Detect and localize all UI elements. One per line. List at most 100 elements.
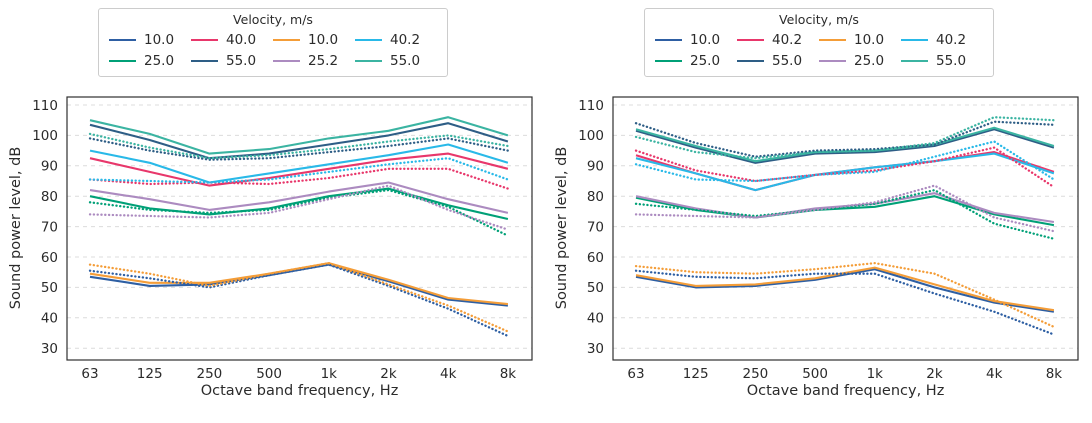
- legend-line-swatch: [109, 59, 136, 62]
- legend-entry: 55.0: [191, 53, 273, 69]
- legend-line-swatch: [273, 38, 300, 41]
- legend-entry-label: 55.0: [772, 52, 803, 69]
- legend-line-swatch: [901, 38, 928, 41]
- series-line-dotted-40.0: [88, 167, 510, 190]
- legend-entry: 25.0: [109, 53, 191, 69]
- x-tick-label: 63: [627, 366, 644, 382]
- series-line-solid-55.0: [89, 122, 509, 160]
- series-line-dotted-55.0: [634, 116, 1056, 160]
- legend-entry-label: 40.0: [226, 31, 257, 48]
- legend-box: Velocity, m/s 10.0 40.2 10.0 40.2 25.0 55.0 25…: [644, 8, 994, 77]
- legend-entry-label: 10.0: [308, 31, 339, 48]
- legend-entry-label: 55.0: [390, 52, 421, 69]
- x-tick-label: 500: [256, 366, 282, 382]
- legend-entry-label: 40.2: [390, 31, 421, 48]
- legend-line-swatch: [655, 38, 682, 41]
- legend-entry-label: 25.2: [308, 52, 339, 69]
- legend-line-swatch: [737, 59, 764, 62]
- legend-entry: 10.0: [109, 32, 191, 48]
- series-line-dotted-10.0: [634, 269, 1056, 336]
- chart-panel-left: Velocity, m/s 10.0 40.0 10.0 40.2 25.0 55.0 25…: [8, 8, 533, 399]
- y-tick-label: 80: [41, 189, 58, 205]
- legend-entry: 25.0: [819, 53, 901, 69]
- series-line-dotted-55.0: [634, 120, 1056, 158]
- legend-entry-label: 40.2: [936, 31, 967, 48]
- legend-entry: 40.2: [737, 32, 819, 48]
- legend-entry: 55.0: [737, 53, 819, 69]
- x-tick-label: 63: [81, 366, 98, 382]
- legend-entry: 55.0: [355, 53, 437, 69]
- y-tick-label: 80: [587, 189, 604, 205]
- x-tick-label: 250: [197, 366, 223, 382]
- legend-entry-label: 40.2: [772, 31, 803, 48]
- y-tick-label: 50: [41, 280, 58, 296]
- series-line-dotted-40.2: [634, 140, 1056, 183]
- legend-line-swatch: [273, 59, 300, 62]
- series-line-solid-40.2: [635, 152, 1055, 192]
- y-axis-title: Sound power level, dB: [8, 147, 24, 310]
- y-tick-label: 40: [41, 311, 58, 327]
- y-tick-label: 90: [587, 159, 604, 175]
- x-tick-label: 4k: [986, 366, 1003, 382]
- y-tick-label: 50: [587, 280, 604, 296]
- legend-line-swatch: [191, 38, 218, 41]
- legend-entry: 40.2: [355, 32, 437, 48]
- legend-grid: 10.0 40.0 10.0 40.2 25.0 55.0 25.2 55.0: [109, 29, 437, 71]
- legend-entry: 25.2: [273, 53, 355, 69]
- legend-line-swatch: [901, 59, 928, 62]
- chart-svg: 30 40 50 60 70 80 90 100 110 63 125 250 500 1k 2k 4k 8k O…: [8, 96, 533, 399]
- legend-entry: 10.0: [819, 32, 901, 48]
- chart-panel-right: Velocity, m/s 10.0 40.2 10.0 40.2 25.0 55.0 25…: [546, 0, 1092, 423]
- y-tick-label: 70: [587, 219, 604, 235]
- y-tick-label: 100: [578, 128, 604, 144]
- series-line-dotted-40.2: [88, 157, 510, 184]
- x-axis-title: Octave band frequency, Hz: [201, 383, 399, 399]
- x-tick-label: 8k: [500, 366, 517, 382]
- series-line-dotted-25.0: [88, 188, 510, 237]
- series-line-solid-55.0: [635, 126, 1055, 163]
- y-tick-label: 90: [41, 159, 58, 175]
- x-tick-label: 125: [137, 366, 163, 382]
- legend-line-swatch: [355, 59, 382, 62]
- y-tick-label: 30: [587, 341, 604, 357]
- x-tick-label: 250: [743, 366, 769, 382]
- series-line-solid-40.0: [89, 152, 509, 187]
- legend-entry: 55.0: [901, 53, 983, 69]
- legend-box: Velocity, m/s 10.0 40.0 10.0 40.2 25.0 55.0 25…: [98, 8, 448, 77]
- y-tick-label: 110: [578, 98, 604, 114]
- series-line-dotted-10.0: [88, 261, 510, 333]
- series-line-solid-10.0: [89, 263, 509, 307]
- y-tick-label: 110: [32, 98, 58, 114]
- series-line-solid-55.0: [635, 128, 1055, 164]
- series-line-solid-40.2: [89, 143, 509, 184]
- series-line-dotted-25.0: [634, 184, 1056, 233]
- series-line-dotted-25.2: [88, 184, 510, 231]
- legend-entry: 40.0: [191, 32, 273, 48]
- series-line-dotted-10.0: [634, 261, 1056, 329]
- x-tick-label: 1k: [867, 366, 884, 382]
- series-line-solid-25.0: [635, 195, 1055, 227]
- y-tick-label: 70: [41, 219, 58, 235]
- legend-entry-label: 10.0: [144, 31, 175, 48]
- legend-title: Velocity, m/s: [233, 12, 313, 27]
- x-tick-label: 8k: [1046, 366, 1063, 382]
- series-line-dotted-55.0: [88, 132, 510, 160]
- x-tick-label: 2k: [926, 366, 943, 382]
- legend-entry-label: 10.0: [854, 31, 885, 48]
- y-tick-label: 30: [41, 341, 58, 357]
- y-axis-title: Sound power level, dB: [554, 147, 570, 310]
- legend-entry-label: 10.0: [690, 31, 721, 48]
- x-tick-label: 125: [683, 366, 709, 382]
- legend-line-swatch: [109, 38, 136, 41]
- series-line-solid-25.2: [89, 181, 509, 214]
- series-line-solid-10.0: [635, 268, 1055, 313]
- y-tick-label: 60: [41, 250, 58, 266]
- legend-line-swatch: [819, 38, 846, 41]
- x-tick-label: 1k: [321, 366, 338, 382]
- series-line-solid-25.0: [89, 187, 509, 221]
- x-axis-title: Octave band frequency, Hz: [747, 383, 945, 399]
- plot-border: [66, 96, 533, 361]
- x-tick-label: 500: [802, 366, 828, 382]
- legend-entry-label: 55.0: [226, 52, 257, 69]
